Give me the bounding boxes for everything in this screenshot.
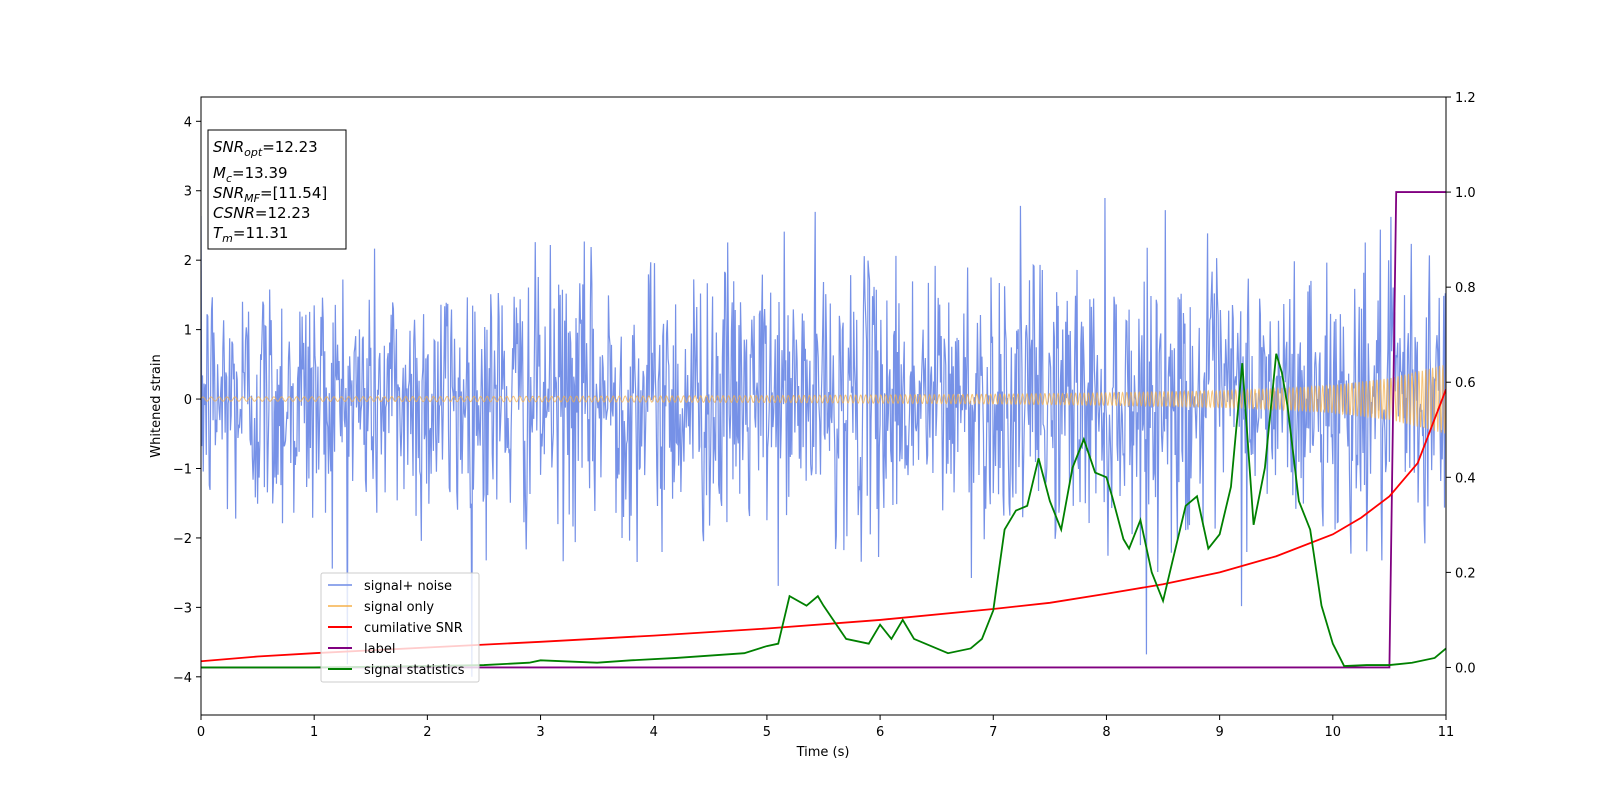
y-tick-label: 0 xyxy=(184,393,192,408)
info-snr-mf: SNRMF=[11.54] xyxy=(213,184,327,205)
plot-frame xyxy=(200,96,1447,716)
y-tick-label: −4 xyxy=(173,671,192,686)
x-tick-label: 10 xyxy=(1325,725,1342,740)
info-snr-opt: SNRopt=12.23 xyxy=(213,138,318,159)
legend-label: cumilative SNR xyxy=(364,621,463,636)
y-axis-label: Whitened strain xyxy=(149,354,164,457)
series-line-label xyxy=(201,191,1446,669)
x-tick-label: 4 xyxy=(650,725,658,740)
y-tick-label: 3 xyxy=(184,185,192,200)
noise-line xyxy=(201,198,1446,677)
series-line-signal-statistics xyxy=(201,353,1446,669)
y2-tick-label: 0.8 xyxy=(1455,281,1476,296)
x-tick-label: 0 xyxy=(197,725,205,740)
y2-tick-label: 0.0 xyxy=(1455,661,1476,676)
y-tick-label: −2 xyxy=(173,532,192,547)
info-mc: Mc=13.39 xyxy=(213,164,288,185)
y2-tick-label: 1.0 xyxy=(1455,186,1476,201)
legend-label: signal only xyxy=(364,600,434,615)
y-tick-label: 2 xyxy=(184,254,192,269)
x-tick-label: 5 xyxy=(763,725,771,740)
y2-tick-label: 0.4 xyxy=(1455,471,1476,486)
x-tick-label: 2 xyxy=(423,725,431,740)
y2-tick-label: 0.6 xyxy=(1455,376,1476,391)
y-tick-label: −3 xyxy=(173,601,192,616)
x-tick-label: 7 xyxy=(989,725,997,740)
y-tick-label: −1 xyxy=(173,462,192,477)
legend-label: signal+ noise xyxy=(364,579,452,594)
x-tick-label: 6 xyxy=(876,725,884,740)
x-tick-label: 1 xyxy=(310,725,318,740)
x-tick-label: 11 xyxy=(1438,725,1455,740)
legend-label: label xyxy=(364,642,395,657)
x-axis-label: Time (s) xyxy=(796,745,850,760)
y2-tick-label: 1.2 xyxy=(1455,91,1476,106)
series-signal-noise xyxy=(201,198,1446,677)
y2-tick-label: 0.2 xyxy=(1455,566,1476,581)
y-tick-label: 4 xyxy=(184,115,192,130)
y-tick-label: 1 xyxy=(184,324,192,339)
x-tick-label: 8 xyxy=(1102,725,1110,740)
x-tick-label: 9 xyxy=(1215,725,1223,740)
info-tm: Tm=11.31 xyxy=(213,224,288,245)
y-axis-left: 4 3 2 1 0 −1 −2 −3 −4 xyxy=(173,115,201,686)
info-box: SNRopt=12.23 Mc=13.39 SNRMF=[11.54] CSNR… xyxy=(207,129,347,250)
legend: signal+ noise signal only cumilative SNR la… xyxy=(320,572,480,683)
y-axis-right: 1.2 1.0 0.8 0.6 0.4 0.2 0.0 xyxy=(1446,91,1476,676)
info-csnr: CSNR=12.23 xyxy=(213,204,310,222)
x-axis: 0 1 2 3 4 5 6 7 8 9 10 11 xyxy=(197,715,1454,740)
x-tick-label: 3 xyxy=(536,725,544,740)
legend-label: signal statistics xyxy=(364,663,465,678)
